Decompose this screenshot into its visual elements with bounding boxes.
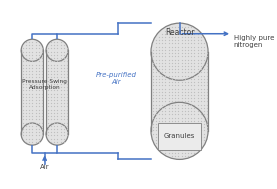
Ellipse shape (21, 123, 43, 145)
Text: Pre-purified
Air: Pre-purified Air (96, 72, 137, 85)
Text: Reactor: Reactor (165, 28, 194, 37)
Ellipse shape (21, 39, 43, 61)
Bar (21, 50, 43, 134)
Bar (158, 123, 201, 150)
Text: Granules: Granules (164, 133, 195, 139)
Ellipse shape (151, 23, 208, 80)
Text: Pressure Swing
Adsorption: Pressure Swing Adsorption (22, 79, 67, 90)
Bar (151, 52, 208, 131)
Ellipse shape (151, 102, 208, 159)
Ellipse shape (46, 39, 68, 61)
Ellipse shape (46, 123, 68, 145)
Bar (46, 50, 68, 134)
Text: Highly pure
nitrogen: Highly pure nitrogen (234, 35, 274, 48)
Text: Air: Air (40, 164, 50, 170)
